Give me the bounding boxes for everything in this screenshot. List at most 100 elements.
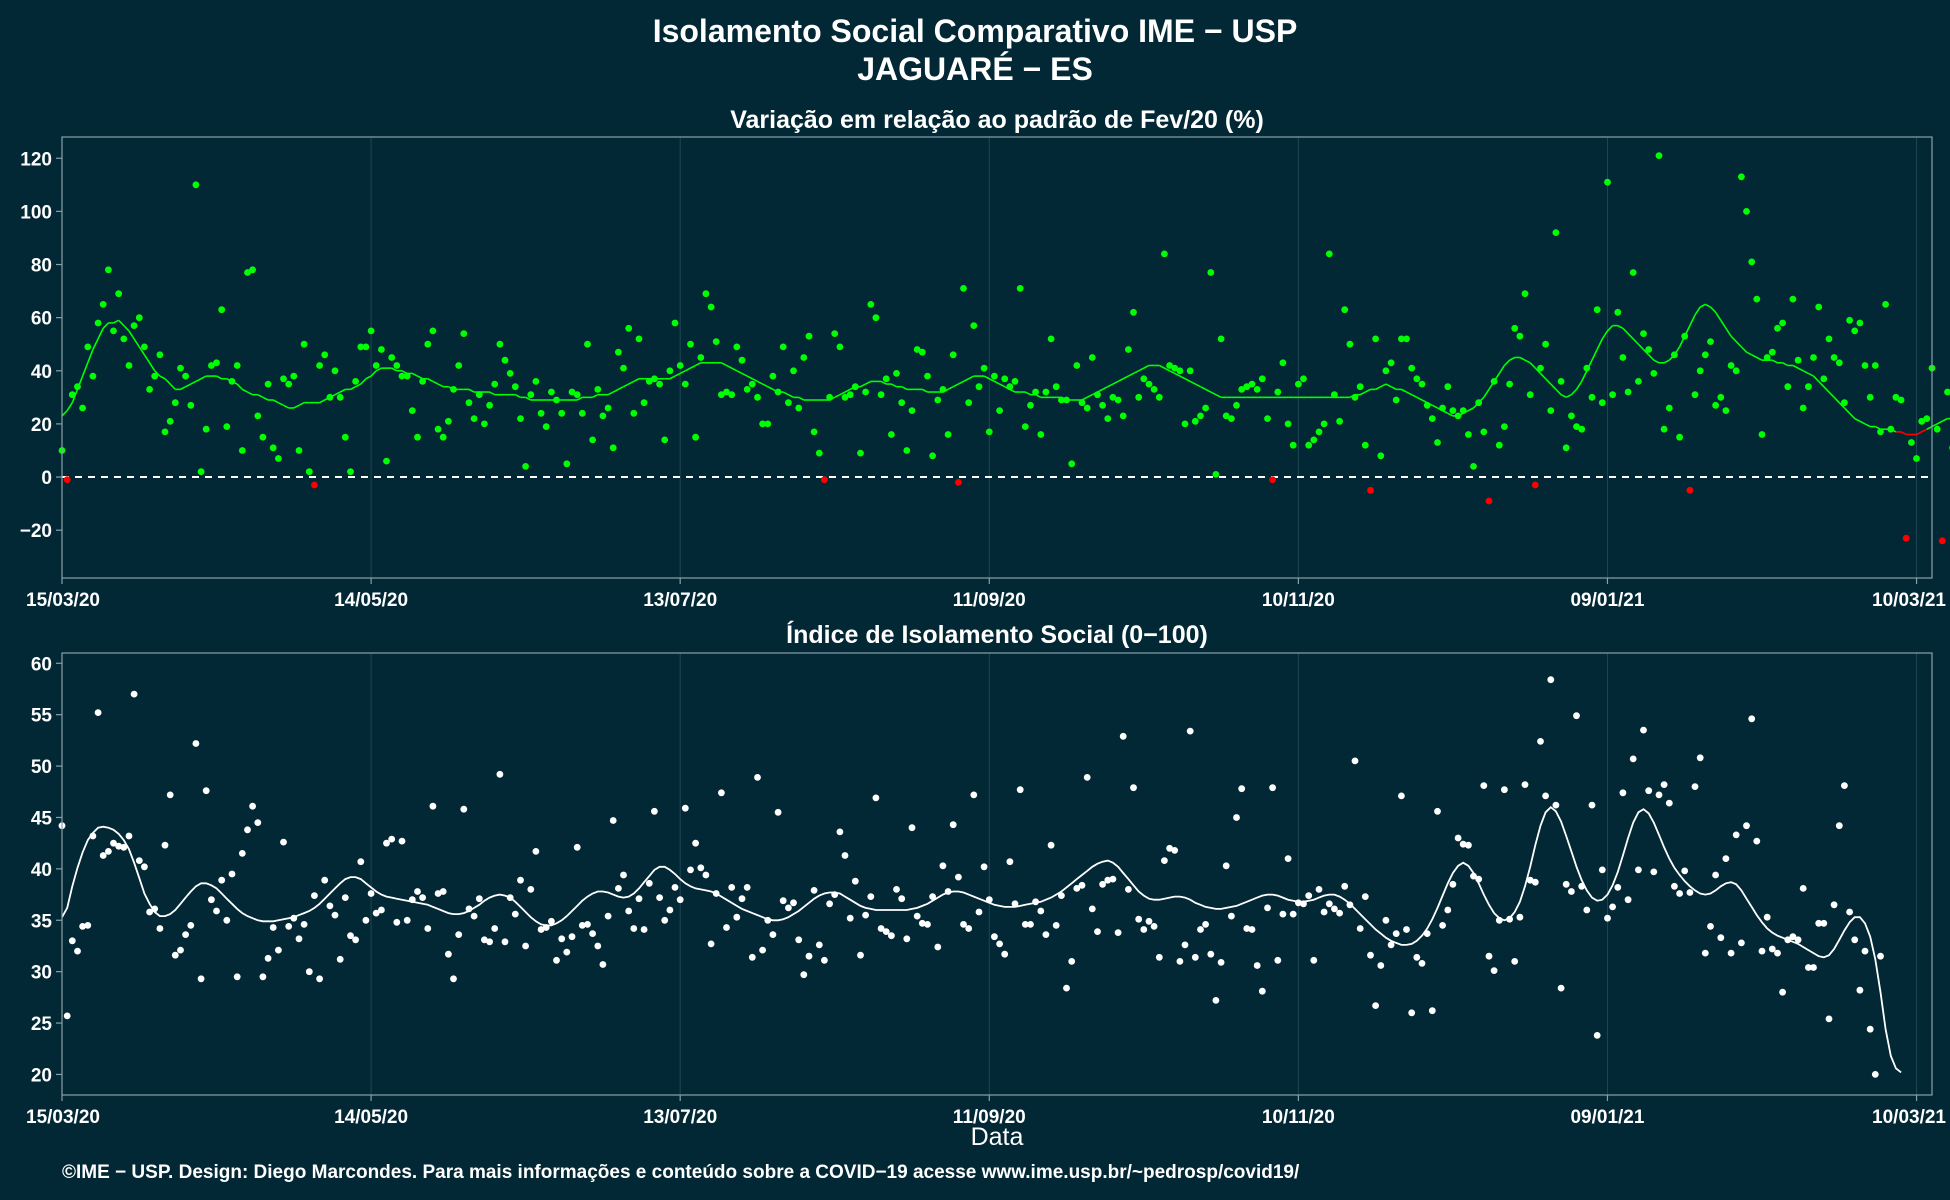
data-point [1712, 401, 1719, 409]
data-point [862, 911, 869, 919]
trend-segment [994, 380, 1000, 385]
trend-segment [1699, 303, 1706, 308]
data-point [1768, 945, 1776, 953]
data-point [1207, 269, 1215, 276]
trend-segment [1534, 367, 1542, 374]
data-point [996, 940, 1003, 948]
data-point [1810, 964, 1817, 971]
data-point [846, 914, 854, 922]
trend-segment [411, 372, 418, 377]
trend-segment [87, 349, 94, 364]
data-point [161, 428, 169, 436]
data-point [336, 955, 344, 963]
data-point [1557, 378, 1565, 385]
data-point [558, 409, 566, 417]
data-point [908, 824, 916, 832]
trend-segment [679, 370, 686, 375]
data-point [259, 973, 267, 981]
x-tick-label: 13/07/20 [643, 590, 717, 611]
data-point [1305, 441, 1313, 449]
trend-segment [617, 386, 624, 391]
trend-segment [1117, 378, 1124, 383]
data-point [269, 924, 277, 931]
trend-segment [1411, 393, 1418, 399]
data-point [584, 340, 591, 348]
data-point [280, 838, 287, 846]
data-point [913, 912, 921, 920]
data-point [1604, 914, 1611, 922]
data-point [1161, 857, 1168, 864]
trend-segment [375, 367, 382, 372]
data-point [362, 343, 370, 351]
trend-segment [1184, 378, 1191, 383]
data-point [1526, 391, 1534, 399]
panel-indice-points [58, 676, 1884, 1078]
data-point [743, 386, 751, 393]
data-point [893, 370, 900, 377]
data-point [934, 943, 942, 951]
data-point [1707, 338, 1714, 345]
trend-segment [757, 380, 763, 385]
data-point [1176, 367, 1184, 375]
data-point [1217, 335, 1225, 343]
x-tick-label: 10/11/20 [1262, 590, 1335, 611]
data-point [357, 343, 365, 351]
trend-segment [798, 396, 805, 401]
data-point [790, 367, 797, 375]
data-point [249, 266, 256, 274]
panel-indice-title: Índice de Isolamento Social (0−100) [786, 620, 1208, 649]
data-point [542, 924, 550, 931]
data-point [1851, 327, 1859, 335]
data-point [1485, 497, 1493, 505]
data-point [702, 290, 710, 298]
data-point [378, 906, 385, 914]
panel-indice-frame [61, 652, 1933, 1096]
data-point [1913, 455, 1920, 462]
data-point [372, 909, 380, 917]
trend-segment [669, 375, 676, 380]
trend-segment [690, 364, 697, 369]
data-point [790, 899, 797, 907]
data-point [1135, 915, 1143, 923]
data-point [496, 340, 504, 348]
data-point [681, 380, 689, 388]
panel-variacao-frame [61, 136, 1933, 579]
data-point [1166, 362, 1173, 369]
data-point [1542, 340, 1549, 348]
data-point [527, 391, 535, 399]
data-point [754, 393, 761, 401]
data-point [1835, 359, 1843, 367]
data-point [1908, 439, 1915, 446]
data-point [1789, 933, 1797, 941]
data-point [774, 808, 782, 816]
trend-segment [1797, 367, 1804, 372]
data-point [89, 832, 97, 840]
data-point [99, 852, 107, 859]
data-point [1135, 393, 1143, 401]
data-point [1671, 351, 1678, 359]
data-point [506, 894, 514, 901]
data-point [1341, 882, 1349, 890]
data-point [465, 399, 473, 407]
data-point [208, 896, 215, 904]
data-point [1083, 774, 1091, 781]
data-point [1454, 834, 1462, 842]
data-point [1166, 844, 1173, 852]
trend-segment [1122, 375, 1129, 380]
data-point [594, 942, 602, 950]
data-point [831, 891, 839, 898]
data-point [676, 896, 684, 904]
data-point [800, 354, 808, 361]
trend-segment [1617, 324, 1624, 329]
data-point [1722, 407, 1730, 414]
trend-segment [1596, 338, 1604, 350]
data-point [661, 916, 669, 924]
y-tick-label: 80 [31, 256, 52, 277]
data-point [120, 843, 128, 851]
data-point [1573, 712, 1580, 720]
data-point [1274, 956, 1282, 964]
data-point [661, 436, 669, 444]
data-point [110, 327, 117, 335]
data-point [1125, 346, 1132, 353]
data-point [1619, 789, 1627, 797]
